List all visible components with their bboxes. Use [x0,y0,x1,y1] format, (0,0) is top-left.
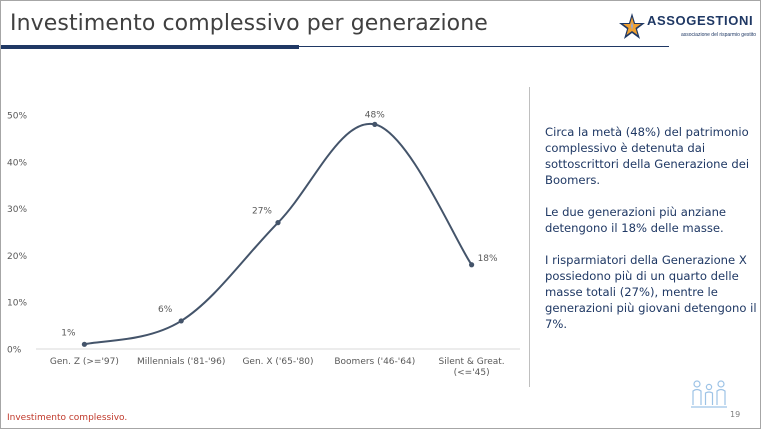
data-point [372,121,378,127]
series-line [84,123,473,346]
data-label: 1% [61,328,76,338]
people-group-icon [691,380,727,408]
commentary: Circa la metà (48%) del patrimonio compl… [545,124,757,348]
x-tick-label: Silent & Great. [439,357,505,367]
data-point [275,220,281,226]
x-tick-label: Millennials ('81-'96) [137,357,225,367]
data-label: 27% [252,207,272,217]
star-logo-icon [619,13,645,39]
y-tick-label: 40% [7,158,27,168]
note-boomers: Circa la metà (48%) del patrimonio compl… [545,125,750,187]
y-axis: 0% 10% 20% 30% 40% 50% [7,112,27,356]
y-tick-label: 20% [7,252,27,262]
x-tick-label: (<='45) [454,368,490,378]
page-number: 19 [730,410,741,419]
assogestioni-logo: ASSOGESTIONI associazione del risparmio … [617,11,757,47]
x-tick-label: Boomers ('46-'64) [334,357,415,367]
source-note: Investimento complessivo. [7,413,128,423]
note-oldest: Le due generazioni più anziane detengono… [545,205,727,235]
x-tick-label: Gen. X ('65-'80) [242,357,313,367]
title-rule [299,46,669,47]
data-label: 18% [478,254,498,264]
page-title: Investimento complessivo per generazione [10,11,488,36]
data-point [469,262,475,268]
y-tick-label: 10% [7,299,27,309]
x-axis: Gen. Z (>='97) Millennials ('81-'96) Gen. … [50,357,505,378]
y-tick-label: 50% [7,112,27,122]
note-genx: I risparmiatori della Generazione X poss… [545,253,757,331]
section-divider [529,87,530,387]
data-label: 48% [365,110,385,120]
data-labels: 1% 6% 27% 48% 18% [61,110,498,338]
y-tick-label: 0% [7,346,22,356]
data-label: 6% [158,305,173,315]
data-point [81,341,87,347]
y-tick-label: 30% [7,205,27,215]
line-chart: 0% 10% 20% 30% 40% 50% 1% 6% 27% 48% 18% Gen. Z (… [7,110,520,378]
data-points [81,121,475,347]
title-underline [1,45,299,49]
logo-name: ASSOGESTIONI [647,13,754,28]
x-tick-label: Gen. Z (>='97) [50,357,119,367]
data-point [178,318,184,324]
logo-tagline: associazione del risparmio gestito [681,32,757,38]
